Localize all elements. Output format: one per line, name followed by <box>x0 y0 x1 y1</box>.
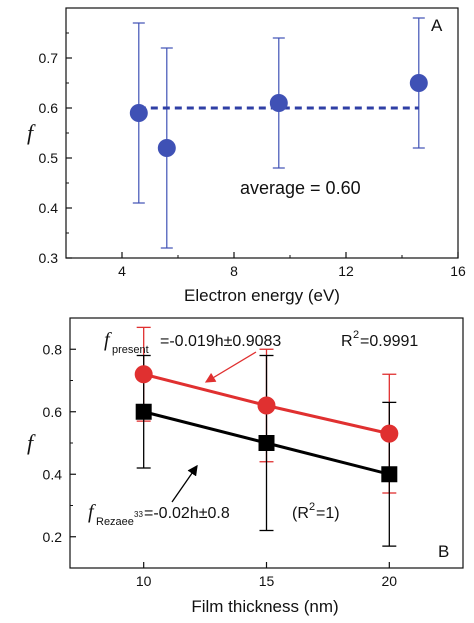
x-tick-label-a: 12 <box>338 263 354 279</box>
panel-a: 4 8 12 16 0.3 0.4 0.5 0.6 0.7 f Electron energy … <box>27 7 466 305</box>
rezaee-r2-sup: 2 <box>309 501 315 513</box>
x-axis-title-b: Film thickness (nm) <box>191 597 338 616</box>
data-point-a <box>129 104 148 122</box>
data-point-a <box>409 74 428 92</box>
rezaee-data-point <box>258 435 275 451</box>
x-tick-label-b: 15 <box>259 573 275 589</box>
present-data-point <box>380 424 399 443</box>
x-axis-title-a: Electron energy (eV) <box>184 286 340 305</box>
y-axis-title-a: f <box>27 120 36 145</box>
present-fit-annotation: f present =-0.019h±0.9083 R 2 =0.9991 <box>104 329 418 356</box>
axis-ticks-a: 4 8 12 16 0.3 0.4 0.5 0.6 0.7 <box>39 32 466 279</box>
y-tick-label-a: 0.4 <box>39 200 59 216</box>
x-tick-label-a: 4 <box>118 263 126 279</box>
y-tick-label-b: 0.6 <box>43 404 63 420</box>
y-axis-title-b: f <box>27 430 36 455</box>
panel-b: 10 15 20 0.2 0.4 0.6 0.8 f Film thickness (nm)… <box>27 317 464 616</box>
y-tick-label-a: 0.6 <box>39 100 59 116</box>
y-tick-label-b: 0.2 <box>43 529 63 545</box>
y-tick-label-a: 0.7 <box>39 50 59 66</box>
present-data-point <box>134 365 153 384</box>
y-tick-label-b: 0.8 <box>43 341 63 357</box>
present-data-point <box>257 396 276 415</box>
x-tick-label-a: 16 <box>450 263 466 279</box>
y-tick-label-a: 0.3 <box>39 250 59 266</box>
rezaee-arrow <box>171 464 198 503</box>
rezaee-f-symbol: f <box>88 501 96 523</box>
x-tick-label-b: 10 <box>136 573 152 589</box>
rezaee-data-point <box>135 403 152 420</box>
panel-label-a: A <box>431 16 443 35</box>
data-points-b <box>134 365 399 483</box>
rezaee-r2-open: (R <box>292 505 309 522</box>
x-tick-label-a: 8 <box>230 263 238 279</box>
present-r2-value: =0.9991 <box>360 333 418 350</box>
y-tick-label-b: 0.4 <box>43 466 63 482</box>
x-tick-label-b: 20 <box>382 573 398 589</box>
plot-frame-a <box>65 7 459 259</box>
data-points-a <box>129 74 428 157</box>
rezaee-r2-close: =1) <box>316 505 340 522</box>
rezaee-reference: 33 <box>134 510 143 519</box>
average-annotation: average = 0.60 <box>240 178 361 198</box>
data-point-a <box>157 139 176 157</box>
rezaee-subscript: Rezaee <box>96 516 134 528</box>
present-equation: =-0.019h±0.9083 <box>160 333 281 350</box>
present-r2-base: R <box>341 333 353 350</box>
present-subscript: present <box>112 344 149 356</box>
rezaee-data-point <box>381 466 398 483</box>
y-tick-label-a: 0.5 <box>39 150 59 166</box>
data-point-a <box>269 94 288 112</box>
panel-label-b: B <box>438 542 449 561</box>
rezaee-fit-annotation: f Rezaee 33 =-0.02h±0.8 (R 2 =1) <box>88 501 340 528</box>
rezaee-equation: =-0.02h±0.8 <box>144 505 230 522</box>
present-r2-sup: 2 <box>353 329 359 341</box>
axis-ticks-b: 10 15 20 0.2 0.4 0.6 0.8 <box>43 341 398 589</box>
error-bars-a <box>132 17 425 249</box>
present-arrow <box>204 351 257 383</box>
present-f-symbol: f <box>104 329 112 351</box>
